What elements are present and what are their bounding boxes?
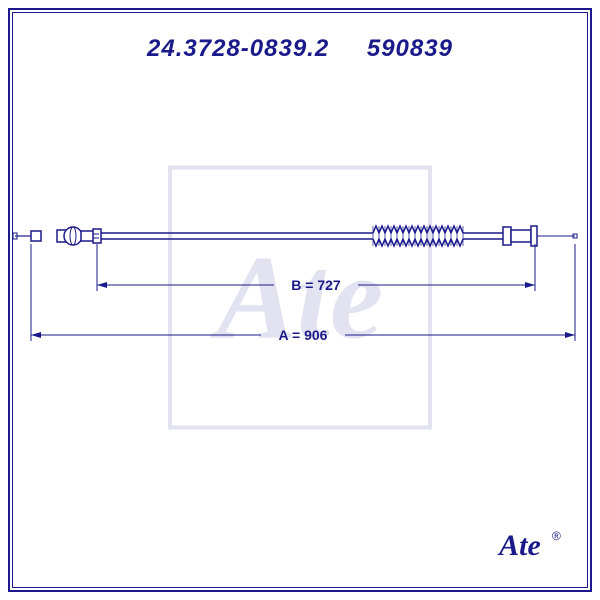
svg-text:®: ® bbox=[552, 529, 561, 543]
svg-text:Ate: Ate bbox=[497, 529, 541, 562]
technical-drawing: B = 727 A = 906 bbox=[13, 13, 587, 587]
brand-logo: Ate ® bbox=[490, 525, 570, 570]
dimension-b-label: B = 727 bbox=[291, 277, 341, 293]
dimension-a-label: A = 906 bbox=[279, 327, 328, 343]
